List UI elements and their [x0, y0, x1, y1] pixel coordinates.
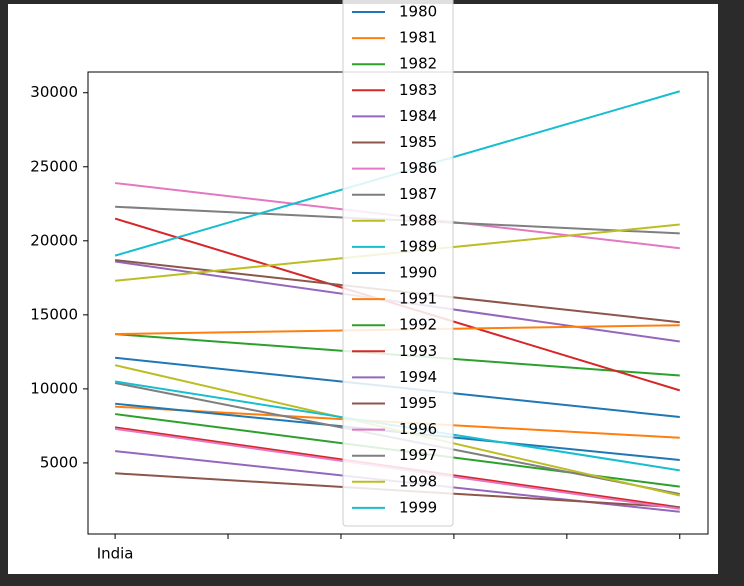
legend-label: 1993 [399, 342, 437, 360]
legend-label: 1988 [399, 211, 437, 229]
y-tick-label: 20000 [30, 231, 78, 249]
legend-label: 1985 [399, 133, 437, 151]
legend-label: 1982 [399, 55, 437, 73]
legend-label: 1980 [399, 3, 437, 21]
legend-label: 1981 [399, 29, 437, 47]
legend-label: 1995 [399, 394, 437, 412]
legend-label: 1989 [399, 237, 437, 255]
legend-label: 1986 [399, 159, 437, 177]
legend-label: 1987 [399, 185, 437, 203]
legend-label: 1990 [399, 264, 437, 282]
y-tick-label: 30000 [30, 83, 78, 101]
y-tick-label: 15000 [30, 305, 78, 323]
legend-box [342, 0, 454, 527]
legend-label: 1997 [399, 446, 437, 464]
y-tick-label: 10000 [30, 379, 78, 397]
legend-label: 1992 [399, 316, 437, 334]
legend-label: 1984 [399, 107, 437, 125]
legend-label: 1999 [399, 498, 437, 516]
y-tick-label: 5000 [40, 453, 78, 471]
x-tick-label: India [97, 545, 134, 563]
y-tick-label: 25000 [30, 157, 78, 175]
legend-label: 1983 [399, 81, 437, 99]
legend-label: 1996 [399, 420, 437, 438]
legend-label: 1998 [399, 472, 437, 490]
legend-label: 1994 [399, 368, 437, 386]
legend-label: 1991 [399, 290, 437, 308]
